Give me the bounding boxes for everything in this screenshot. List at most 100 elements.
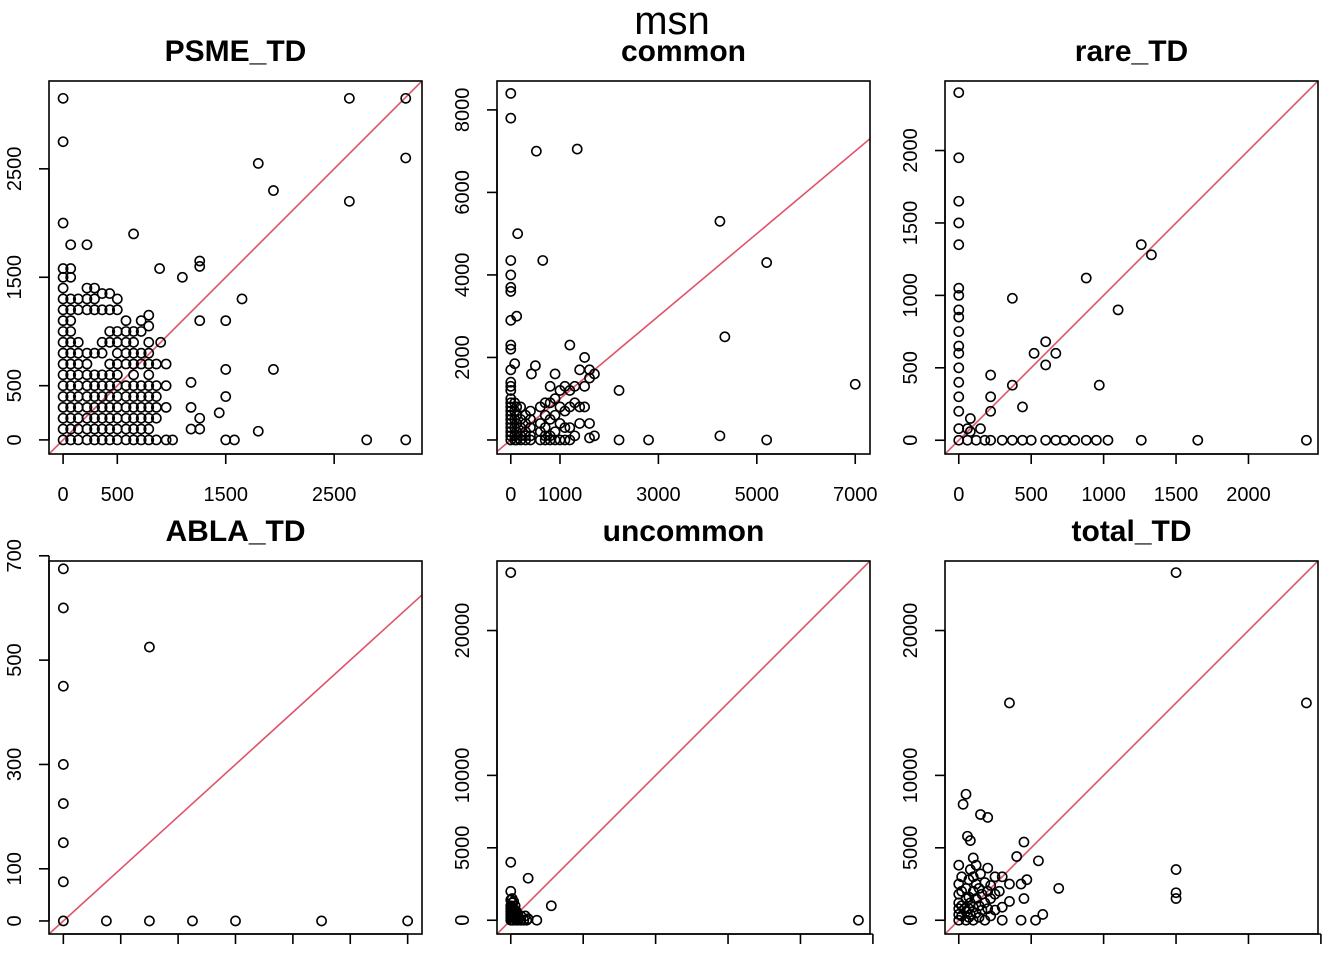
data-point	[589, 430, 600, 442]
data-point	[81, 358, 93, 370]
y-tick-label: 500	[4, 369, 26, 402]
data-point	[57, 347, 69, 359]
data-point	[996, 914, 1008, 926]
data-point	[120, 401, 132, 413]
data-point	[985, 434, 997, 446]
reference-line	[945, 81, 1318, 454]
data-point	[81, 434, 93, 446]
data-point	[1006, 379, 1018, 391]
data-point	[135, 347, 147, 359]
data-point	[982, 885, 994, 897]
data-point	[505, 567, 517, 578]
y-tick-label: 2500	[4, 147, 26, 192]
data-point	[982, 811, 994, 823]
panel-title: uncommon	[603, 515, 765, 548]
data-point	[57, 563, 69, 575]
panel-2: rare_TD 0 500 1000 1500 2000 0 500 1000 1500 2000	[900, 35, 1319, 506]
data-point	[143, 401, 155, 413]
x-tick-label: 2500	[312, 484, 357, 506]
y-tick-label: 2000	[452, 335, 474, 380]
data-point	[57, 680, 69, 692]
data-point	[964, 835, 976, 846]
data-point	[953, 311, 965, 323]
data-point	[160, 434, 172, 446]
data-point	[104, 434, 116, 446]
data-point	[252, 158, 264, 169]
data-point	[155, 336, 167, 348]
data-point	[1018, 836, 1030, 848]
panel-1: common 0 1000 3000 5000 7000 2000 4000 6000 8000	[452, 35, 877, 506]
data-point	[714, 430, 726, 442]
data-point	[57, 92, 69, 104]
data-point	[1192, 434, 1204, 446]
data-point	[128, 434, 139, 446]
data-point	[160, 358, 172, 370]
data-point	[505, 380, 517, 392]
data-point	[57, 915, 69, 927]
data-point	[135, 434, 147, 446]
data-point	[525, 422, 536, 433]
data-point	[100, 915, 112, 927]
data-point	[120, 358, 132, 370]
data-point	[268, 185, 279, 196]
data-point	[400, 434, 412, 446]
data-point	[343, 195, 355, 207]
data-point	[128, 228, 139, 240]
data-point	[525, 405, 536, 417]
data-point	[505, 255, 517, 266]
data-point	[81, 380, 93, 392]
data-point	[65, 315, 77, 327]
data-point	[993, 885, 1005, 897]
data-point	[1080, 434, 1092, 446]
y-tick-label: 6000	[452, 170, 474, 215]
data-point	[1004, 878, 1015, 890]
data-point	[120, 434, 132, 446]
data-point	[81, 282, 93, 294]
x-tick-label: 7000	[833, 484, 878, 506]
data-point	[976, 904, 988, 916]
y-tick-label: 4000	[452, 253, 474, 298]
data-point	[1017, 401, 1028, 413]
data-point	[57, 271, 69, 283]
data-point	[1093, 379, 1105, 391]
y-tick-label: 1500	[4, 255, 26, 300]
data-point	[81, 391, 93, 402]
data-point	[96, 391, 108, 402]
data-point	[81, 304, 93, 316]
data-point	[719, 331, 731, 343]
data-point	[549, 426, 561, 438]
data-point	[1006, 292, 1018, 304]
data-point	[57, 304, 69, 316]
data-point	[57, 759, 69, 770]
data-point	[956, 871, 968, 883]
data-point	[953, 340, 965, 352]
x-tick-label: 1500	[203, 484, 248, 506]
data-point	[89, 423, 100, 435]
panel-title: common	[621, 35, 746, 68]
data-point	[104, 304, 116, 316]
data-point	[120, 347, 132, 359]
data-point	[569, 430, 581, 442]
y-tick-label: 100	[4, 852, 26, 885]
data-point	[1004, 697, 1015, 709]
data-point	[128, 358, 139, 370]
data-point	[57, 380, 69, 392]
y-tick-label: 2000	[900, 128, 922, 173]
data-point	[985, 391, 997, 403]
data-point	[509, 358, 521, 370]
data-point	[128, 347, 139, 359]
data-point	[57, 423, 69, 435]
data-point	[57, 602, 69, 614]
data-point	[65, 380, 77, 392]
data-point	[160, 401, 172, 413]
data-point	[128, 380, 139, 392]
data-point	[57, 401, 69, 413]
data-point	[104, 369, 116, 381]
data-point	[1102, 434, 1114, 446]
data-point	[65, 347, 77, 359]
data-point	[761, 434, 773, 446]
data-point	[960, 788, 972, 800]
data-point	[579, 352, 590, 363]
data-point	[81, 369, 93, 381]
data-point	[89, 347, 100, 359]
